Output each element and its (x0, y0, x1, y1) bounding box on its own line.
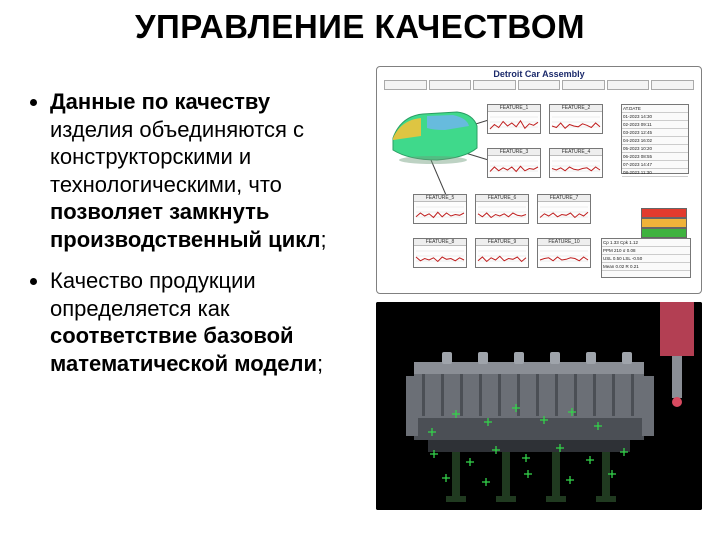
report-header-row (377, 80, 701, 90)
mini-chart: FEATURE_1 (487, 104, 541, 134)
report-body: FEATURE_1 FEATURE_2 FEATURE_3 FEATURE_4 FEAT… (377, 90, 701, 290)
slide: УПРАВЛЕНИЕ КАЧЕСТВОМ Данные по качеству … (0, 0, 720, 540)
report-title: Detroit Car Assembly (377, 67, 701, 80)
mini-chart: FEATURE_10 (537, 238, 591, 268)
cad-svg (376, 302, 702, 510)
report-lower-table: Cp 1.33 Cpk 1.12PPM 210 σ 0.08USL 0.50 L… (601, 238, 691, 278)
report-legend (641, 208, 687, 238)
mini-chart: FEATURE_5 (413, 194, 467, 224)
mini-chart: FEATURE_7 (537, 194, 591, 224)
cad-inspection-image (376, 302, 702, 510)
body-text: Данные по качеству изделия объединяются … (28, 88, 358, 391)
bullet-item: Данные по качеству изделия объединяются … (50, 88, 358, 253)
report-header-cell (429, 80, 472, 90)
mini-chart: FEATURE_8 (413, 238, 467, 268)
mini-chart: FEATURE_4 (549, 148, 603, 178)
mini-chart: FEATURE_6 (475, 194, 529, 224)
report-header-cell (562, 80, 605, 90)
car-model-icon (387, 108, 479, 166)
report-header-cell (607, 80, 650, 90)
bullet-list: Данные по качеству изделия объединяются … (28, 88, 358, 377)
report-header-cell (473, 80, 516, 90)
report-top-table: AT.DATE01-2023 14:3002-2023 09:1103-2023… (621, 104, 689, 174)
bullet-item: Качество продукции определяется как соот… (50, 267, 358, 377)
mini-chart: FEATURE_9 (475, 238, 529, 268)
mini-chart: FEATURE_2 (549, 104, 603, 134)
quality-report-image: Detroit Car Assembly FEATURE_1FEATURE_2F… (376, 66, 702, 294)
report-header-cell (384, 80, 427, 90)
report-header-cell (518, 80, 561, 90)
report-header-cell (651, 80, 694, 90)
mini-chart: FEATURE_3 (487, 148, 541, 178)
slide-title: УПРАВЛЕНИЕ КАЧЕСТВОМ (0, 8, 720, 46)
